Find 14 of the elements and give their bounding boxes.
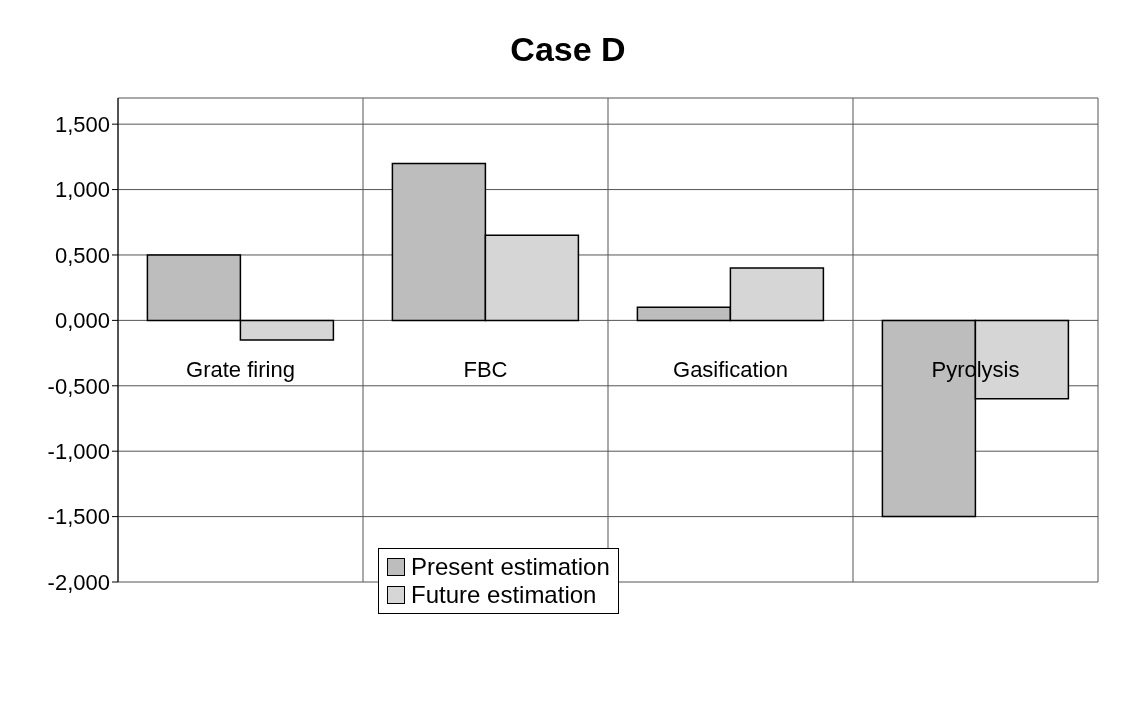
y-tick-label: 1,500 (54, 111, 110, 137)
x-tick-label: Grate firing (186, 356, 295, 382)
y-tick-label: 1,000 (54, 177, 110, 203)
legend-label: Present estimation (410, 553, 610, 581)
y-tick-label: -1,500 (47, 504, 110, 530)
chart-title: Case D (509, 30, 627, 69)
x-tick-label: Gasification (673, 356, 788, 382)
y-tick-label: 0,000 (54, 308, 110, 334)
y-tick-label: -2,000 (47, 569, 110, 595)
y-tick-label: -1,000 (47, 439, 110, 464)
x-tick-label: FBC (463, 356, 508, 382)
y-tick-label: 0,500 (54, 242, 110, 268)
legend-label: Future estimation (410, 581, 598, 609)
y-tick-label: -0,500 (47, 373, 110, 399)
